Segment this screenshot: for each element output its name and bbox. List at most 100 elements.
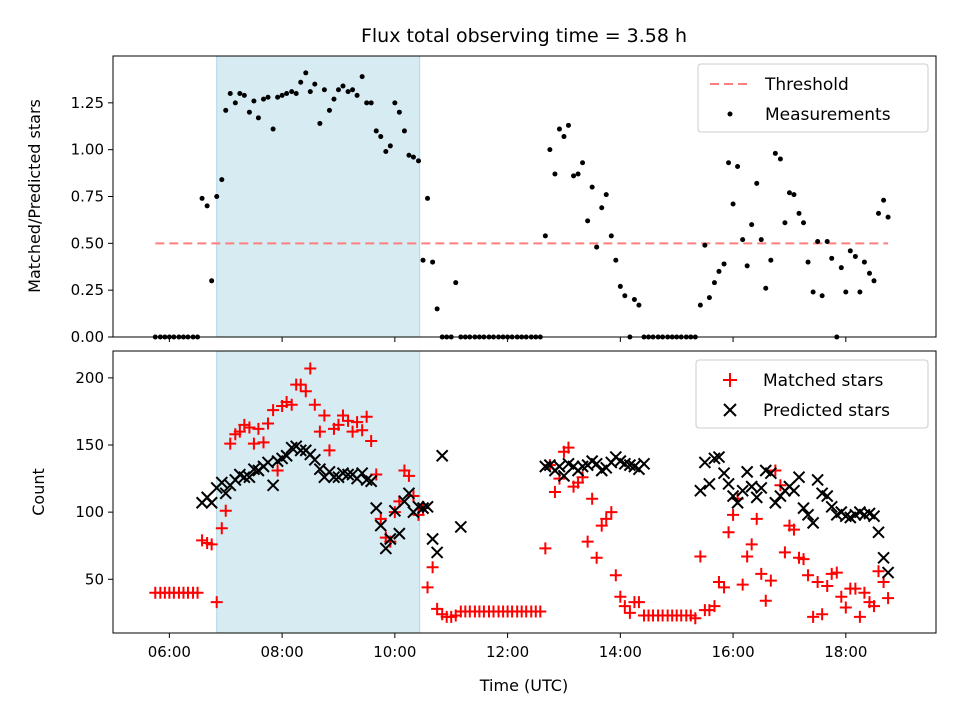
measurement-point [603, 192, 609, 198]
matched-star-point [581, 535, 594, 548]
measurement-point [387, 143, 393, 149]
measurement-point [209, 278, 215, 284]
measurement-point [754, 180, 760, 186]
predicted-star-point [708, 452, 721, 465]
top-legend: Threshold Measurements [697, 63, 929, 133]
matched-star-point [402, 469, 415, 482]
measurement-point [847, 248, 853, 254]
predicted-star-point [557, 469, 571, 483]
matched-star-point [224, 437, 237, 450]
measurement-point [744, 263, 750, 269]
matched-star-point [304, 362, 317, 375]
measurement-point [453, 280, 459, 286]
matched-star-point [830, 566, 843, 579]
measurement-point [552, 171, 558, 177]
matched-star-point [308, 398, 321, 411]
measurement-point [885, 214, 891, 220]
measurement-point [721, 261, 727, 267]
predicted-star-point [308, 453, 322, 466]
measurement-point [270, 126, 276, 132]
matched-star-point [764, 574, 777, 587]
predicted-star-point [313, 462, 327, 476]
bottom-y-axis-label: Count [29, 468, 48, 516]
predicted-star-point [426, 532, 439, 546]
measurement-point [335, 87, 341, 93]
top-y-axis: 0.00 0.25 0.50 0.75 1.00 1.25 [71, 94, 113, 346]
predicted-star-point [402, 487, 416, 500]
matched-star-point [252, 422, 265, 435]
x-tick-label: 12:00 [486, 643, 529, 661]
measurement-point [613, 257, 619, 263]
matched-star-point [313, 425, 326, 438]
predicted-star-point [590, 457, 603, 471]
measurement-point [599, 205, 605, 211]
predicted-star-point [360, 473, 373, 487]
matched-star-point [318, 409, 331, 422]
y-tick-label: 200 [75, 369, 104, 387]
top-panel: 0.00 0.25 0.50 0.75 1.00 1.25 Matched/Predict… [25, 55, 937, 346]
predicted-star-point [393, 527, 406, 540]
measurement-point [843, 289, 849, 295]
measurement-point [425, 195, 431, 201]
measurement-point [796, 210, 802, 216]
matched-star-point [872, 565, 885, 578]
measurement-point [331, 96, 337, 102]
matched-star-point [191, 586, 204, 599]
measurement-point [345, 89, 351, 95]
matched-star-point [562, 441, 575, 454]
measurement-point [298, 79, 304, 85]
matched-star-point [605, 506, 618, 519]
matched-star-point [233, 425, 246, 438]
matched-star-point [271, 464, 284, 477]
matched-star-point [708, 600, 721, 613]
x-tick-label: 10:00 [373, 643, 416, 661]
matched-star-point [755, 567, 768, 580]
predicted-star-point [801, 508, 815, 522]
bottom-x-axis: 06:00 08:00 10:00 12:00 14:00 16:00 18:00 [148, 633, 867, 661]
measurement-point [401, 128, 407, 134]
matched-star-point [816, 608, 829, 621]
measurement-point [871, 278, 877, 284]
matched-star-point [539, 542, 552, 555]
measurement-point [711, 280, 717, 286]
matched-star-point [835, 590, 848, 603]
matched-star-point [750, 512, 763, 525]
measurement-point [199, 195, 205, 201]
predicted-stars-series [195, 440, 895, 579]
matched-star-point [215, 522, 228, 535]
predicted-star-point [398, 495, 411, 508]
legend-matched-swatch [723, 373, 737, 387]
matched-star-point [623, 606, 636, 619]
measurement-point [223, 107, 229, 113]
measurement-point [378, 134, 384, 140]
measurement-point [589, 184, 595, 190]
predicted-star-point [374, 519, 387, 532]
measurement-point [772, 150, 778, 156]
y-tick-label: 0.75 [71, 188, 104, 206]
measurement-point [293, 90, 299, 96]
measurement-point [219, 177, 225, 183]
measurement-point [866, 270, 872, 276]
measurement-point [317, 120, 323, 126]
matched-star-point [745, 538, 758, 551]
matched-star-point [609, 569, 622, 582]
matched-star-point [342, 414, 355, 427]
measurement-point [255, 115, 261, 121]
matched-star-point [346, 425, 359, 438]
measurement-point [716, 268, 722, 274]
predicted-star-point [215, 476, 229, 489]
x-tick-label: 08:00 [260, 643, 303, 661]
measurement-point [857, 289, 863, 295]
matched-star-point [412, 508, 425, 521]
measurement-point [416, 158, 422, 164]
measurement-point [561, 134, 567, 140]
measurement-point [251, 98, 257, 104]
predicted-star-point [797, 501, 810, 515]
predicted-star-point [872, 526, 885, 539]
predicted-star-point [238, 471, 251, 484]
predicted-star-point [388, 504, 402, 518]
predicted-star-point [722, 477, 735, 491]
predicted-star-point [370, 501, 383, 515]
y-tick-label: 1.25 [71, 94, 104, 112]
